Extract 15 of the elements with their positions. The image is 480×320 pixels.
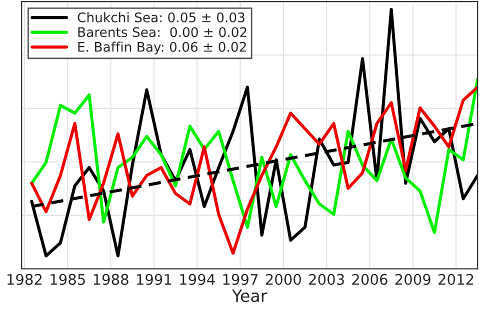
x-tick-label: 2012 bbox=[438, 274, 474, 285]
legend-label: Barents Sea: 0.00 ± 0.02 bbox=[78, 27, 246, 38]
x-tick-label: 2003 bbox=[309, 274, 344, 285]
x-tick-label: 1982 bbox=[8, 274, 42, 285]
x-tick-label: 1991 bbox=[136, 274, 172, 285]
x-tick-label: 1988 bbox=[94, 274, 128, 285]
x-tick-label: 2009 bbox=[395, 274, 430, 285]
x-tick-label: 2000 bbox=[266, 274, 301, 285]
x-tick-label: 1985 bbox=[50, 274, 85, 285]
x-tick-label: 1997 bbox=[223, 274, 258, 285]
legend-label: E. Baffin Bay: 0.06 ± 0.02 bbox=[78, 42, 246, 54]
x-tick-label: 1994 bbox=[180, 274, 215, 285]
x-tick-label: 2006 bbox=[352, 274, 388, 285]
legend-label: Chukchi Sea: 0.05 ± 0.03 bbox=[78, 12, 244, 22]
x-axis-title: Year bbox=[232, 290, 268, 302]
